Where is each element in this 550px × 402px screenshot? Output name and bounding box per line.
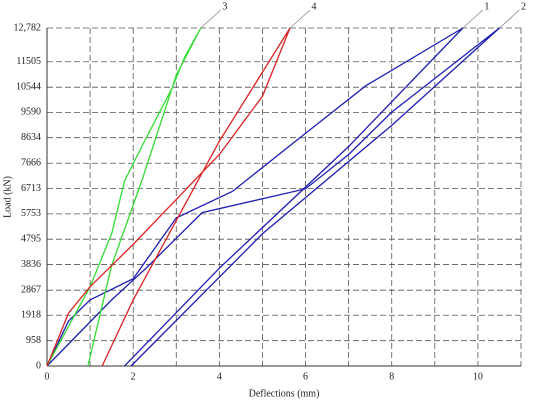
y-tick-label: 5753 (21, 208, 41, 219)
leader-line (499, 9, 520, 29)
y-tick-label: 7666 (21, 158, 41, 169)
series-line (46, 27, 291, 367)
x-tick-label: 0 (45, 371, 50, 382)
y-tick-label: 9590 (21, 107, 41, 118)
x-tick-label: 4 (217, 371, 222, 382)
y-tick-label: 0 (36, 360, 41, 371)
leader-line (462, 9, 484, 29)
y-tick-label: 11505 (16, 56, 41, 67)
y-tick-label: 6713 (21, 183, 41, 194)
x-tick-label: 2 (131, 371, 136, 382)
series-label: 3 (222, 1, 227, 12)
x-tick-label: 8 (389, 371, 394, 382)
y-tick-label: 8634 (21, 132, 41, 143)
leader-line (200, 9, 222, 29)
y-tick-label: 4795 (21, 234, 41, 245)
x-axis-label: Deflections (mm) (249, 388, 320, 399)
y-tick-label: 12,782 (14, 22, 42, 33)
y-tick-label: 3836 (21, 259, 41, 270)
series-label: 1 (484, 1, 489, 12)
y-tick-label: 10544 (16, 81, 41, 92)
series-label: 2 (521, 1, 526, 12)
series-line (46, 27, 500, 367)
series-line (46, 27, 464, 367)
x-tick-label: 6 (303, 371, 308, 382)
y-tick-label: 2867 (21, 284, 41, 295)
x-tick-label: 10 (473, 371, 483, 382)
y-tick-label: 1918 (21, 310, 41, 321)
series-label: 4 (312, 1, 317, 12)
leader-line (289, 9, 311, 29)
y-tick-label: 958 (26, 335, 41, 346)
y-axis-label: Load (kN) (2, 176, 13, 218)
